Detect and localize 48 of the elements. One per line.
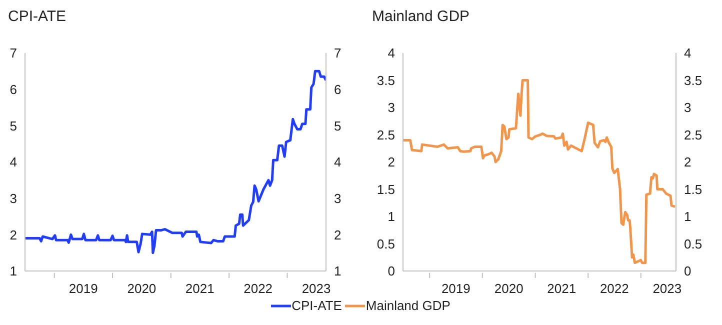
legend-label: CPI-ATE [292, 298, 342, 313]
chart-title: CPI-ATE [8, 8, 66, 25]
chart-title: Mainland GDP [372, 8, 470, 25]
y2-tick-label: 4 [684, 46, 692, 61]
line-series [403, 79, 676, 264]
y-tick-label: 5 [10, 118, 17, 134]
y-tick-label: 3.5 [376, 72, 395, 88]
y-tick-label: 3 [388, 100, 395, 116]
y-tick-label: 2 [10, 227, 17, 242]
legend-label: Mainland GDP [366, 298, 450, 313]
y2-tick-label: 3 [334, 190, 342, 206]
x-tick-label: 2019 [68, 281, 98, 296]
y2-tick-label: 4 [334, 154, 342, 170]
y-tick-label: 0.5 [376, 236, 395, 252]
y-tick-label: 7 [10, 46, 17, 61]
x-tick-label: 2022 [244, 281, 273, 296]
y2-tick-label: 0.5 [684, 236, 702, 252]
x-tick-label: 2023 [302, 281, 331, 296]
y2-tick-label: 2 [684, 154, 692, 170]
y-tick-label: 3 [10, 190, 17, 206]
y2-tick-label: 6 [334, 82, 342, 97]
y2-tick-label: 7 [334, 46, 342, 61]
y-tick-label: 1.5 [376, 182, 395, 197]
y2-tick-label: 1 [684, 209, 692, 224]
y-tick-label: 1 [10, 264, 17, 279]
y2-tick-label: 2 [334, 227, 342, 242]
y2-tick-label: 2.5 [684, 127, 702, 142]
y-tick-label: 2.5 [376, 127, 395, 142]
y-tick-label: 4 [388, 46, 395, 61]
x-tick-label: 2019 [441, 281, 470, 296]
line-series [25, 70, 326, 254]
y-tick-label: 0 [388, 264, 395, 279]
y2-tick-label: 3 [684, 100, 692, 116]
y2-tick-label: 0 [684, 264, 692, 279]
x-tick-label: 2021 [185, 281, 214, 296]
y2-tick-label: 5 [334, 118, 342, 134]
y2-tick-label: 1 [334, 264, 342, 279]
x-tick-label: 2020 [127, 281, 156, 296]
x-tick-label: 2023 [652, 281, 682, 296]
y-tick-label: 2 [388, 154, 395, 170]
y2-tick-label: 1.5 [684, 182, 702, 197]
y-tick-label: 1 [388, 209, 395, 224]
x-tick-label: 2021 [547, 281, 576, 296]
y2-tick-label: 3.5 [684, 72, 702, 88]
y-tick-label: 4 [10, 154, 17, 170]
x-tick-label: 2020 [494, 281, 524, 296]
x-tick-label: 2022 [600, 281, 629, 296]
y-tick-label: 6 [10, 82, 17, 97]
